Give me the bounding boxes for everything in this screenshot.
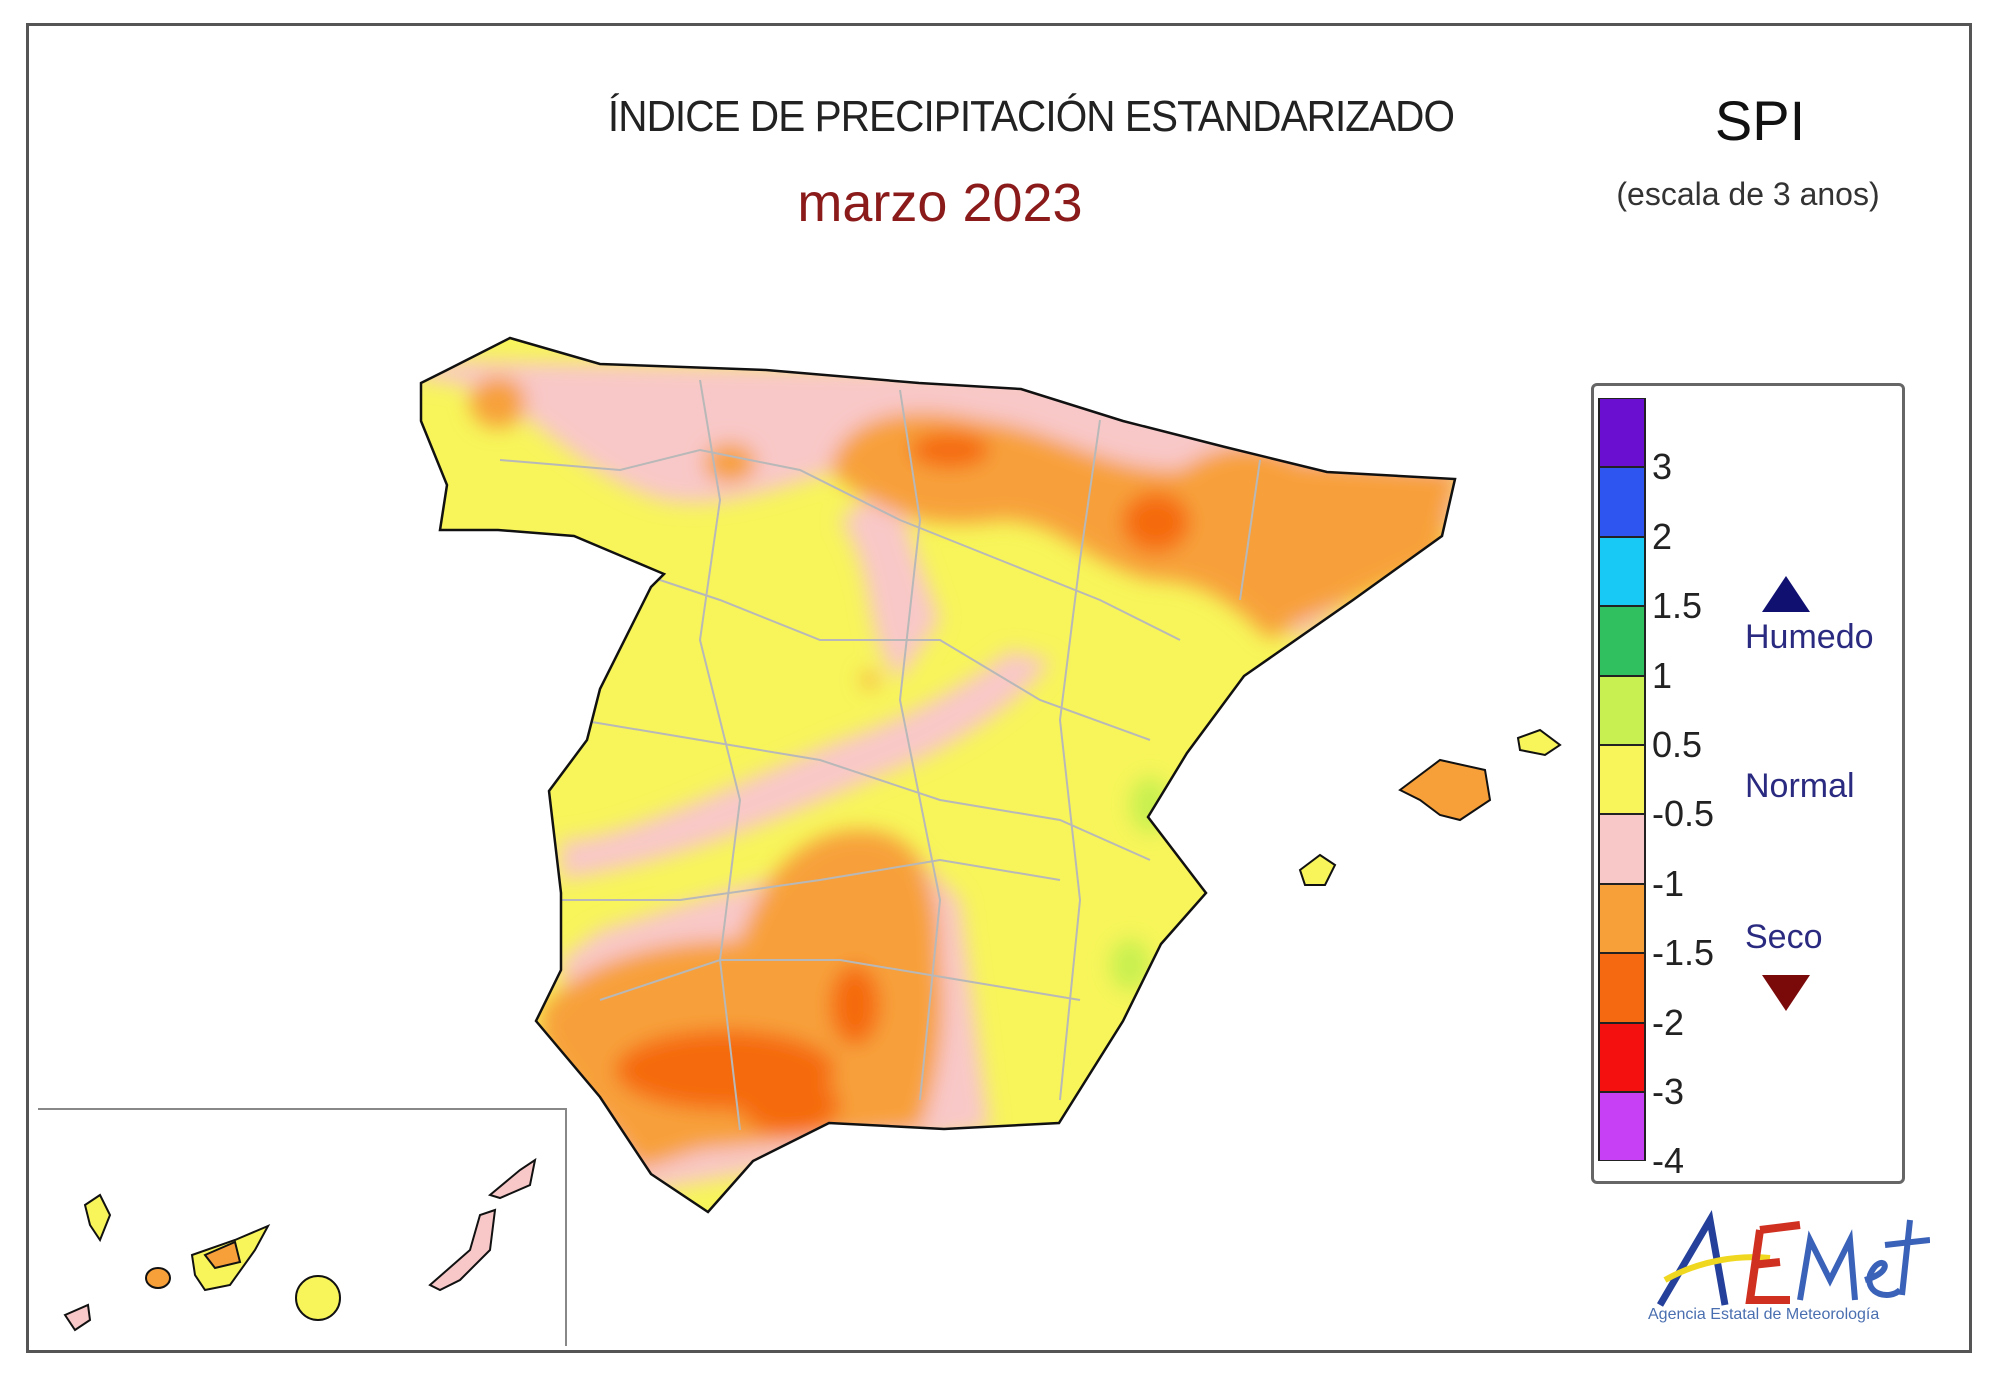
menorca (1516, 728, 1562, 757)
canary-islands (63, 1157, 537, 1332)
legend-swatch (1598, 883, 1646, 954)
legend-tick-label: -1 (1652, 862, 1685, 904)
legend-tick-label: -0.5 (1652, 793, 1715, 835)
legend-tick-label: -2 (1652, 1001, 1685, 1043)
legend-swatch (1598, 467, 1646, 537)
scale-note: (escala de 3 anos) (1616, 176, 1880, 212)
legend-tick-label: -1.5 (1652, 932, 1715, 974)
legend-swatch (1598, 1022, 1646, 1092)
ibiza (1298, 853, 1337, 886)
legend-tick-label: 2 (1652, 515, 1673, 557)
legend-tick-label: 0.5 (1652, 724, 1703, 765)
legend-dry-label: Seco (1745, 918, 1823, 956)
legend-swatch (1598, 606, 1646, 676)
mainland-spi-field (421, 338, 1455, 1212)
wet-arrow-icon (1762, 576, 1810, 612)
legend-swatch (1598, 814, 1646, 884)
legend-tick-label: 1 (1652, 654, 1673, 696)
aemet-logo (1656, 1210, 1930, 1307)
map-frame (26, 23, 1972, 1353)
legend-normal-label: Normal (1745, 767, 1855, 805)
legend-swatch (1598, 675, 1646, 745)
legend-colorbar (1598, 398, 1646, 1162)
legend-wet-label: Humedo (1745, 618, 1874, 656)
legend-tick-label: 3 (1652, 446, 1673, 488)
province-boundaries (499, 379, 1261, 1131)
legend-swatch (1598, 398, 1646, 468)
mallorca (1398, 758, 1492, 822)
legend-tick-label: -3 (1652, 1071, 1685, 1112)
legend-swatch (1598, 1091, 1646, 1162)
agency-name: Agencia Estatal de Meteorología (1648, 1306, 1880, 1323)
legend-swatch (1598, 744, 1646, 815)
legend-swatch (1598, 953, 1646, 1023)
map-period: marzo 2023 (797, 173, 1083, 233)
legend-tick-label: 1.5 (1652, 585, 1703, 627)
dry-arrow-icon (1762, 975, 1810, 1011)
spain-outline (419, 336, 1457, 1214)
legend-tick-label: -4 (1652, 1140, 1685, 1182)
index-abbreviation: SPI (1714, 89, 1806, 152)
map-title: ÍNDICE DE PRECIPITACIÓN ESTANDARIZADO (607, 92, 1455, 141)
canary-inset-frame (38, 1108, 567, 1346)
legend-swatch (1598, 536, 1646, 607)
